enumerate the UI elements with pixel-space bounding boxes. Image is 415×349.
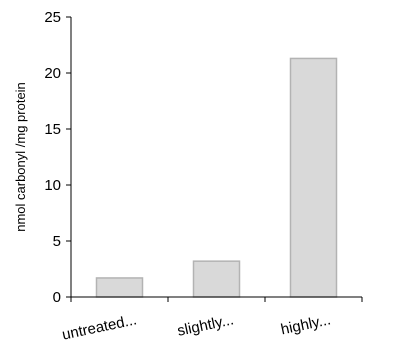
x-axis-ticks <box>70 297 363 302</box>
x-tick-label: highly... <box>279 311 332 338</box>
bar <box>192 260 241 298</box>
y-tick-label: 15 <box>44 121 61 138</box>
y-axis-ticks <box>66 16 71 298</box>
bars <box>95 57 338 298</box>
x-axis-tick-labels: untreated... slightly... highly... <box>61 311 333 343</box>
y-axis-title: nmol carbonyl /mg protein <box>13 82 28 232</box>
y-tick-label: 0 <box>53 289 61 306</box>
bar <box>289 57 338 298</box>
bar <box>95 277 144 298</box>
y-tick-label: 10 <box>44 177 61 194</box>
y-tick-label: 5 <box>53 233 61 250</box>
x-tick-label: untreated... <box>61 311 139 343</box>
y-tick-label: 25 <box>44 9 61 26</box>
y-axis-tick-labels: 0 5 10 15 20 25 <box>44 9 61 306</box>
y-tick-label: 20 <box>44 65 61 82</box>
x-tick-label: slightly... <box>176 311 236 340</box>
